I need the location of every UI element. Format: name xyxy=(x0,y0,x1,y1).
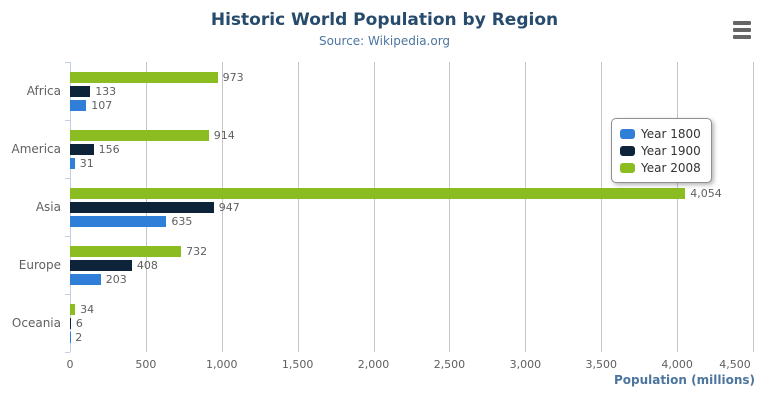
bar-value-label: 4,054 xyxy=(690,186,722,200)
x-axis-tick-label: 1,500 xyxy=(281,358,314,371)
legend-item-label: Year 2008 xyxy=(641,160,701,175)
category-axis-tick xyxy=(65,294,70,295)
bar-value-label: 156 xyxy=(98,142,120,156)
legend-item-year-2008[interactable]: Year 2008 xyxy=(620,159,701,176)
bar-row: 133 xyxy=(70,84,753,98)
gridline xyxy=(449,62,451,352)
bar-row: 107 xyxy=(70,98,753,112)
bar-year-2008[interactable] xyxy=(70,303,76,315)
bar-value-label: 2 xyxy=(75,330,83,344)
gridline xyxy=(221,62,223,352)
category-label: Europe xyxy=(18,258,61,272)
x-axis-tick-label: 0 xyxy=(66,358,74,371)
x-axis-title: Population (millions) xyxy=(613,373,755,387)
category-label: Asia xyxy=(35,200,61,214)
bar-value-label: 635 xyxy=(171,214,193,228)
bar-row: 947 xyxy=(70,200,753,214)
gridline xyxy=(753,62,754,352)
gridline xyxy=(373,62,375,352)
bar-row: 31 xyxy=(70,156,753,170)
bar-value-label: 133 xyxy=(95,84,117,98)
category-axis-tick xyxy=(65,178,70,179)
bar-year-1900[interactable] xyxy=(70,317,71,329)
bar-year-2008[interactable] xyxy=(70,129,209,141)
bar-value-label: 6 xyxy=(75,316,83,330)
gridline xyxy=(297,62,299,352)
bar-year-1900[interactable] xyxy=(70,143,94,155)
bar-group: 973 133 107 xyxy=(70,62,753,120)
export-menu-button[interactable] xyxy=(733,21,753,41)
bar-year-1800[interactable] xyxy=(70,273,101,285)
bar-group: 914 156 31 xyxy=(70,120,753,178)
bar-year-1900[interactable] xyxy=(70,201,214,213)
bar-row: 203 xyxy=(70,272,753,286)
legend: Year 1800 Year 1900 Year 2008 xyxy=(611,118,712,183)
bar-year-2008[interactable] xyxy=(70,245,182,257)
bar-value-label: 732 xyxy=(186,244,208,258)
bar-row: 732 xyxy=(70,244,753,258)
x-axis-tick-label: 2,000 xyxy=(357,358,390,371)
legend-swatch-icon xyxy=(620,128,635,139)
bar-row: 34 xyxy=(70,302,753,316)
legend-swatch-icon xyxy=(620,145,635,156)
bar-value-label: 973 xyxy=(222,70,244,84)
bar-year-1900[interactable] xyxy=(70,85,91,97)
category-axis-tick xyxy=(65,352,70,353)
bar-row: 4,054 xyxy=(70,186,753,200)
bar-group: 34 6 2 xyxy=(70,294,753,352)
bar-value-label: 914 xyxy=(213,128,235,142)
legend-item-label: Year 1800 xyxy=(641,126,701,141)
category-axis-tick xyxy=(65,120,70,121)
x-axis-tick-label: 3,000 xyxy=(509,358,542,371)
x-axis-tick-label: 2,500 xyxy=(433,358,466,371)
category-label: Oceania xyxy=(11,316,61,330)
bar-row: 973 xyxy=(70,70,753,84)
category-label: Africa xyxy=(26,84,61,98)
chart-title: Historic World Population by Region xyxy=(210,10,559,30)
legend-swatch-icon xyxy=(620,162,635,173)
bar-row: 914 xyxy=(70,128,753,142)
bar-row: 156 xyxy=(70,142,753,156)
bar-year-1900[interactable] xyxy=(70,259,132,271)
bar-year-1800[interactable] xyxy=(70,157,75,169)
bar-value-label: 203 xyxy=(105,272,127,286)
category-label: America xyxy=(11,142,62,156)
bar-value-label: 947 xyxy=(218,200,240,214)
bar-year-1800[interactable] xyxy=(70,99,87,111)
legend-item-year-1800[interactable]: Year 1800 xyxy=(620,125,701,142)
bar-value-label: 31 xyxy=(79,156,94,170)
bar-row: 408 xyxy=(70,258,753,272)
bar-year-2008[interactable] xyxy=(70,187,686,199)
chart-subtitle: Source: Wikipedia.org xyxy=(318,34,451,48)
x-axis-tick-label: 500 xyxy=(135,358,157,371)
x-axis-tick-label: 4,000 xyxy=(661,358,693,371)
bar-year-1800[interactable] xyxy=(70,215,167,227)
x-axis-tick-label: 3,500 xyxy=(585,358,617,371)
bar-value-label: 408 xyxy=(136,258,158,272)
gridline xyxy=(677,62,679,352)
bar-group: 732 408 203 xyxy=(70,236,753,294)
x-axis-tick-label: 1,000 xyxy=(206,358,238,371)
bar-group: 4,054 947 635 xyxy=(70,178,753,236)
category-axis-tick xyxy=(65,236,70,237)
bar-year-2008[interactable] xyxy=(70,71,218,83)
bar-row: 6 xyxy=(70,316,753,330)
bar-row: 635 xyxy=(70,214,753,228)
legend-item-year-1900[interactable]: Year 1900 xyxy=(620,142,701,159)
gridline xyxy=(601,62,603,352)
bar-row: 2 xyxy=(70,330,753,344)
hamburger-icon xyxy=(733,21,753,39)
legend-item-label: Year 1900 xyxy=(641,143,701,158)
category-axis-tick xyxy=(65,62,70,63)
gridline xyxy=(525,62,527,352)
bar-value-label: 34 xyxy=(80,302,95,316)
x-axis-tick-label: 4,500 xyxy=(719,358,751,371)
bar-value-label: 107 xyxy=(91,98,113,112)
